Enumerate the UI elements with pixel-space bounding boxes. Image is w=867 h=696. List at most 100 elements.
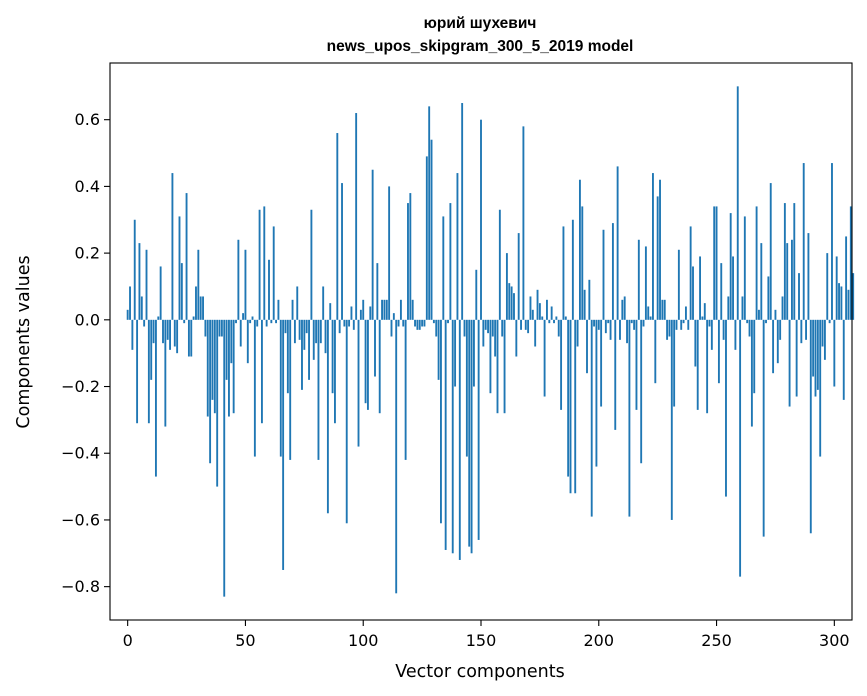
bar-258: [734, 319, 737, 350]
bar-157: [496, 319, 499, 414]
bar-37: [213, 319, 216, 414]
bar-92: [343, 319, 346, 327]
bar-114: [395, 319, 398, 594]
bar-213: [628, 319, 631, 517]
bar-194: [583, 289, 586, 320]
x-tick-label: 150: [466, 631, 497, 650]
bar-66: [282, 319, 285, 570]
bar-145: [468, 319, 471, 547]
bar-128: [428, 106, 431, 320]
bar-225: [656, 196, 659, 320]
bar-126: [423, 319, 426, 327]
bar-245: [703, 303, 706, 320]
bar-38: [216, 319, 219, 487]
bar-276: [776, 319, 779, 364]
bar-210: [621, 299, 624, 320]
bar-19: [171, 173, 174, 320]
bar-209: [619, 319, 621, 340]
bar-308: [852, 273, 855, 320]
bar-69: [289, 319, 292, 460]
bar-239: [689, 226, 692, 320]
bar-43: [228, 319, 230, 417]
bar-72: [296, 286, 299, 320]
bar-15: [162, 319, 164, 344]
bar-4: [136, 319, 139, 424]
bar-224: [654, 319, 657, 384]
bar-86: [329, 303, 332, 320]
bar-195: [586, 319, 588, 374]
bar-286: [800, 319, 803, 344]
bar-13: [157, 316, 160, 320]
bar-16: [164, 319, 167, 427]
bar-75: [303, 319, 306, 350]
bar-6: [140, 296, 143, 320]
bar-207: [614, 319, 617, 430]
bar-54: [253, 319, 256, 457]
x-tick-label: 100: [348, 631, 379, 650]
bar-103: [369, 306, 372, 320]
bar-14: [159, 266, 162, 320]
bar-149: [477, 319, 480, 540]
bar-233: [675, 319, 678, 330]
bar-100: [362, 299, 365, 320]
bar-293: [816, 319, 819, 390]
bar-161: [505, 253, 508, 320]
bar-8: [145, 249, 148, 320]
bar-46: [235, 319, 237, 324]
bar-132: [437, 319, 440, 380]
bar-171: [529, 296, 532, 320]
bar-266: [753, 319, 756, 394]
bar-264: [748, 319, 751, 337]
bar-263: [746, 319, 749, 324]
bar-17: [166, 319, 169, 340]
bar-174: [536, 289, 539, 320]
bar-227: [661, 299, 664, 320]
bar-238: [687, 319, 690, 330]
bar-303: [840, 286, 843, 320]
bar-27: [190, 319, 193, 357]
bar-77: [308, 319, 310, 380]
bar-234: [677, 249, 680, 320]
bar-228: [663, 299, 666, 320]
bar-125: [421, 319, 424, 327]
bar-259: [736, 86, 739, 320]
x-tick-label: 200: [584, 631, 615, 650]
bar-20: [173, 319, 176, 347]
bar-52: [249, 319, 252, 324]
bar-117: [402, 319, 405, 327]
bar-155: [491, 319, 494, 337]
bar-119: [407, 203, 409, 320]
bar-177: [543, 319, 546, 397]
bar-304: [842, 319, 845, 400]
bar-11: [152, 319, 155, 344]
bar-211: [623, 296, 626, 320]
bar-129: [430, 139, 433, 320]
bar-275: [774, 309, 777, 320]
bar-232: [673, 319, 676, 407]
bar-158: [498, 209, 501, 320]
y-tick-label: 0.0: [75, 310, 100, 329]
bar-190: [574, 319, 577, 494]
bar-197: [590, 319, 593, 517]
bar-116: [399, 299, 402, 320]
bar-35: [209, 319, 212, 464]
bar-61: [270, 319, 273, 324]
bar-142: [461, 103, 464, 320]
bar-305: [845, 236, 848, 320]
bar-0: [126, 309, 129, 320]
bar-248: [710, 319, 713, 350]
bar-59: [265, 319, 268, 327]
y-tick-label: 0.2: [75, 244, 100, 263]
bar-127: [425, 156, 428, 320]
chart-title-line-2: news_upos_skipgram_300_5_2019 model: [327, 38, 634, 55]
bar-1: [129, 286, 131, 320]
bar-278: [781, 296, 784, 320]
bar-150: [480, 119, 482, 320]
bar-302: [838, 283, 840, 320]
bar-39: [218, 319, 221, 337]
bar-229: [666, 319, 669, 340]
bar-124: [418, 319, 421, 330]
bar-63: [275, 319, 277, 324]
bar-204: [607, 319, 610, 324]
bar-287: [802, 163, 805, 320]
